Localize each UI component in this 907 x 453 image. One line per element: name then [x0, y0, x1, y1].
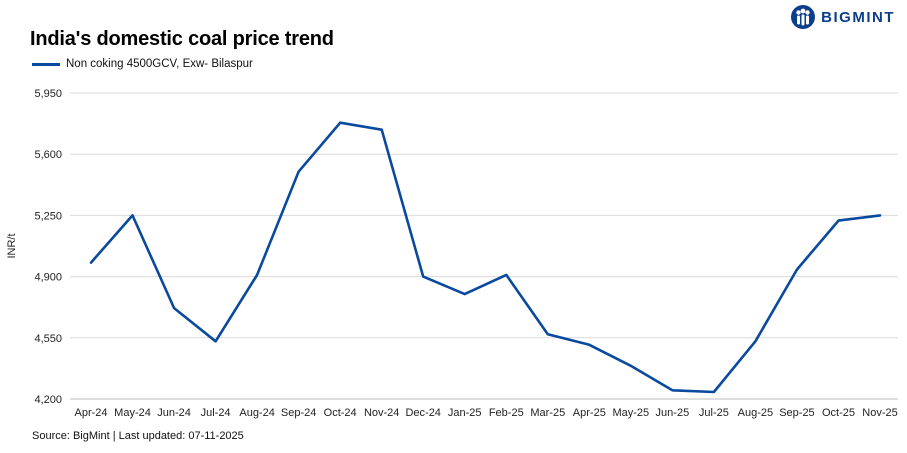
x-tick-label: Jul-25: [699, 407, 729, 419]
legend: Non coking 4500GCV, Exw- Bilaspur: [32, 58, 253, 70]
x-tick-label: Jun-24: [157, 407, 191, 419]
x-tick-label: Nov-24: [364, 407, 399, 419]
chart-title: India's domestic coal price trend: [30, 28, 334, 50]
x-tick-label: Aug-24: [239, 407, 274, 419]
y-tick-label: 4,200: [34, 394, 62, 406]
x-tick-label: May-24: [114, 407, 151, 419]
x-tick-label: Jul-24: [201, 407, 231, 419]
x-tick-label: Sep-24: [281, 407, 316, 419]
series-line: [89, 121, 882, 394]
x-tick-label: Feb-25: [489, 407, 524, 419]
x-tick-label: Aug-25: [738, 407, 773, 419]
x-tick-label: Jan-25: [448, 407, 482, 419]
bigmint-logo: BIGMINT: [790, 4, 895, 30]
x-tick-label: Oct-25: [822, 407, 855, 419]
source-note: Source: BigMint | Last updated: 07-11-20…: [32, 430, 244, 442]
legend-label: Non coking 4500GCV, Exw- Bilaspur: [66, 58, 253, 70]
y-tick-label: 4,550: [34, 333, 62, 345]
x-tick-label: Mar-25: [530, 407, 565, 419]
gridlines: [70, 92, 898, 400]
brand-name: BIGMINT: [821, 8, 895, 26]
legend-swatch: [32, 62, 60, 66]
y-axis-ticks: 5,950 5,600 5,250 4,900 4,550 4,200: [34, 88, 62, 406]
y-tick-label: 5,600: [34, 149, 62, 161]
y-tick-label: 5,250: [34, 210, 62, 222]
x-tick-label: Oct-24: [324, 407, 357, 419]
x-tick-label: Nov-25: [862, 407, 897, 419]
x-tick-label: May-25: [612, 407, 649, 419]
y-axis-label: INR/t: [6, 233, 18, 258]
x-tick-label: Jun-25: [656, 407, 690, 419]
people-logo-icon: [791, 5, 816, 29]
x-tick-label: Sep-25: [779, 407, 814, 419]
x-axis-ticks: Apr-24 May-24 Jun-24 Jul-24 Aug-24 Sep-24 Oct-…: [74, 407, 897, 419]
x-tick-label: Apr-24: [74, 407, 107, 419]
series-layer: [89, 121, 882, 394]
y-tick-label: 4,900: [34, 272, 62, 284]
x-tick-label: Apr-25: [573, 407, 606, 419]
x-tick-label: Dec-24: [405, 407, 440, 419]
y-tick-label: 5,950: [34, 88, 62, 100]
